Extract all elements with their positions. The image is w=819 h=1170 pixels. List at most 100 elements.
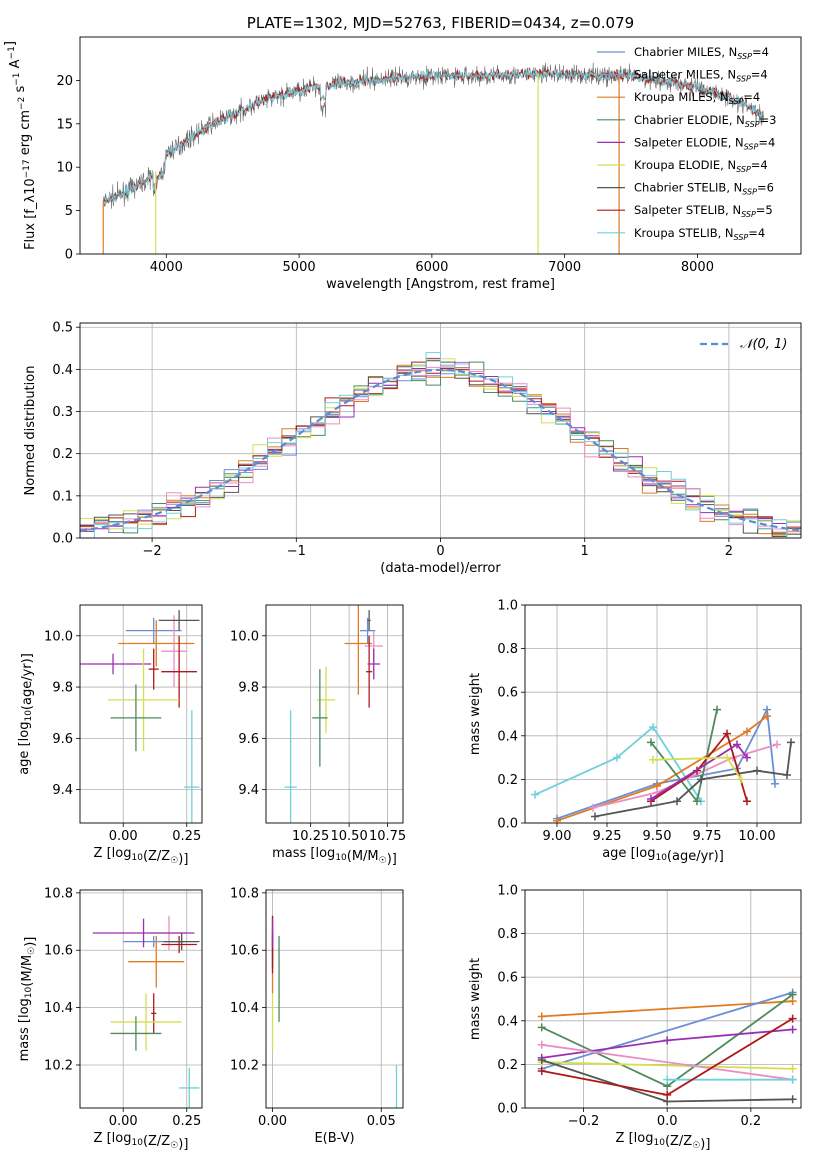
x-tick-label: 0.25 xyxy=(172,829,201,844)
weight-marker xyxy=(537,1066,546,1075)
y-tick-label: 0.6 xyxy=(497,971,518,986)
y-tick-label: 1.0 xyxy=(497,599,518,614)
y-axis-label: mass weight xyxy=(468,673,483,755)
x-tick-label: 10.00 xyxy=(738,829,775,844)
y-tick-label: 0.2 xyxy=(497,773,518,788)
y-axis-label: mass weight xyxy=(468,958,483,1040)
y-tick-label: 0.3 xyxy=(52,405,73,420)
weight-marker xyxy=(783,771,791,780)
x-tick-label: −0.2 xyxy=(568,1114,600,1129)
y-tick-label: 0.2 xyxy=(52,447,73,462)
y-tick-label: 10.6 xyxy=(44,944,73,959)
x-tick-label: 0.00 xyxy=(109,1114,138,1129)
x-axis-label: wavelength [Angstrom, rest frame] xyxy=(326,277,555,292)
weight-marker xyxy=(788,990,797,999)
axes-frame xyxy=(79,604,203,824)
y-tick-label: 9.8 xyxy=(52,681,73,696)
legend-label: Salpeter MILES, NSSP=4 xyxy=(634,68,768,84)
y-axis-label: Normed distribution xyxy=(23,366,38,496)
x-tick-label: 9.00 xyxy=(543,829,572,844)
weight-marker xyxy=(673,797,681,806)
weight-series xyxy=(556,706,776,820)
weight-marker xyxy=(743,797,751,806)
y-tick-label: 9.4 xyxy=(238,783,259,798)
panel-spectrum: PLATE=1302, MJD=52763, FIBERID=0434, z=0… xyxy=(3,14,802,292)
errorbars xyxy=(80,610,200,823)
weight-marker xyxy=(537,1023,546,1032)
errorbars xyxy=(92,915,200,1108)
x-tick-label: 6000 xyxy=(415,260,448,275)
weight-marker xyxy=(537,1056,546,1065)
y-tick-label: 10.2 xyxy=(44,1058,73,1073)
x-tick-label: 4000 xyxy=(150,260,183,275)
x-axis-label: age [log10(age/yr)] xyxy=(602,846,724,864)
y-tick-label: 0.2 xyxy=(497,1058,518,1073)
y-tick-label: 10.0 xyxy=(44,629,73,644)
weight-marker xyxy=(663,1036,672,1045)
weight-marker xyxy=(753,766,761,775)
weight-marker xyxy=(788,1095,797,1104)
y-tick-label: 1.0 xyxy=(497,884,518,899)
weight-series xyxy=(541,1061,793,1070)
y-tick-label: 9.8 xyxy=(238,681,259,696)
axes-frame xyxy=(79,889,203,1109)
y-axis-label: mass [log10(M/M☉)] xyxy=(17,937,38,1062)
x-tick-label: 0.0 xyxy=(657,1114,678,1129)
weight-marker xyxy=(773,740,781,749)
weight-marker xyxy=(663,1075,672,1084)
weight-marker xyxy=(647,795,655,804)
weight-marker xyxy=(787,738,795,747)
weight-marker xyxy=(713,705,721,714)
y-tick-label: 20 xyxy=(56,74,73,89)
panel-mass-vs-Z: 0.00 0.25 10.2 10.4 10.6 10.8 Z [log10(Z/Z☉)] m… xyxy=(17,886,203,1152)
x-tick-label: 10.25 xyxy=(292,829,329,844)
weight-lines xyxy=(537,988,797,1106)
weight-series xyxy=(541,1043,793,1081)
weight-marker xyxy=(788,1064,797,1073)
x-tick-label: 0 xyxy=(436,544,444,559)
x-tick-label: −2 xyxy=(143,544,162,559)
weight-marker xyxy=(723,753,731,762)
x-tick-label: −1 xyxy=(287,544,306,559)
weight-marker xyxy=(663,1090,672,1099)
x-tick-label: 0.25 xyxy=(172,1114,201,1129)
weight-marker xyxy=(589,803,597,812)
legend-label: Kroupa MILES, NSSP=4 xyxy=(634,90,760,106)
y-tick-label: 0.1 xyxy=(52,489,73,504)
weight-marker xyxy=(697,775,705,784)
axes-frame xyxy=(265,889,404,1109)
y-axis-label: Flux [f_λ10−17 erg cm−2 s−1 A−1] xyxy=(3,41,38,250)
spectrum-line xyxy=(102,68,765,205)
y-tick-label: 5 xyxy=(65,204,73,219)
weight-series xyxy=(594,742,792,818)
x-axis-label: Z [log10(Z/Z☉)] xyxy=(94,846,189,867)
y-tick-label: 10.6 xyxy=(230,944,259,959)
weight-marker xyxy=(788,1075,797,1084)
y-tick-label: 9.6 xyxy=(52,732,73,747)
y-tick-label: 15 xyxy=(56,117,73,132)
x-axis-label: Z [log10(Z/Z☉)] xyxy=(616,1131,711,1152)
weight-marker xyxy=(647,738,655,747)
weight-marker xyxy=(537,1012,546,1021)
x-tick-label: 0.00 xyxy=(258,1114,287,1129)
y-tick-label: 10.8 xyxy=(230,886,259,901)
legend-label: Kroupa ELODIE, NSSP=4 xyxy=(634,158,768,174)
weight-series xyxy=(534,725,702,802)
weight-series xyxy=(541,1000,793,1018)
y-tick-label: 0.0 xyxy=(497,817,518,832)
weight-marker xyxy=(743,727,751,736)
x-tick-label: 9.75 xyxy=(693,829,722,844)
histograms xyxy=(80,352,801,538)
histogram-series xyxy=(80,363,801,534)
panel-weight-vs-Z: −0.2 0.0 0.2 0.0 0.2 0.4 0.6 0.8 1.0 Z [log10(Z/Z… xyxy=(468,884,802,1152)
histogram-series xyxy=(80,352,801,538)
panel-weight-vs-age: 9.00 9.25 9.50 9.75 10.00 0.0 0.2 0.4 0.6 0.8 1.0 a… xyxy=(468,599,802,864)
panel-age-vs-Z: 0.00 0.25 9.4 9.6 9.8 10.0 Z [log10(Z/Z☉)] age … xyxy=(17,604,203,867)
x-tick-label: 10.75 xyxy=(369,829,406,844)
weight-marker xyxy=(649,755,657,764)
weight-marker xyxy=(733,740,741,749)
y-tick-label: 0.8 xyxy=(497,642,518,657)
weight-marker xyxy=(771,779,779,788)
x-tick-label: 2 xyxy=(725,544,733,559)
x-tick-label: 9.50 xyxy=(643,829,672,844)
